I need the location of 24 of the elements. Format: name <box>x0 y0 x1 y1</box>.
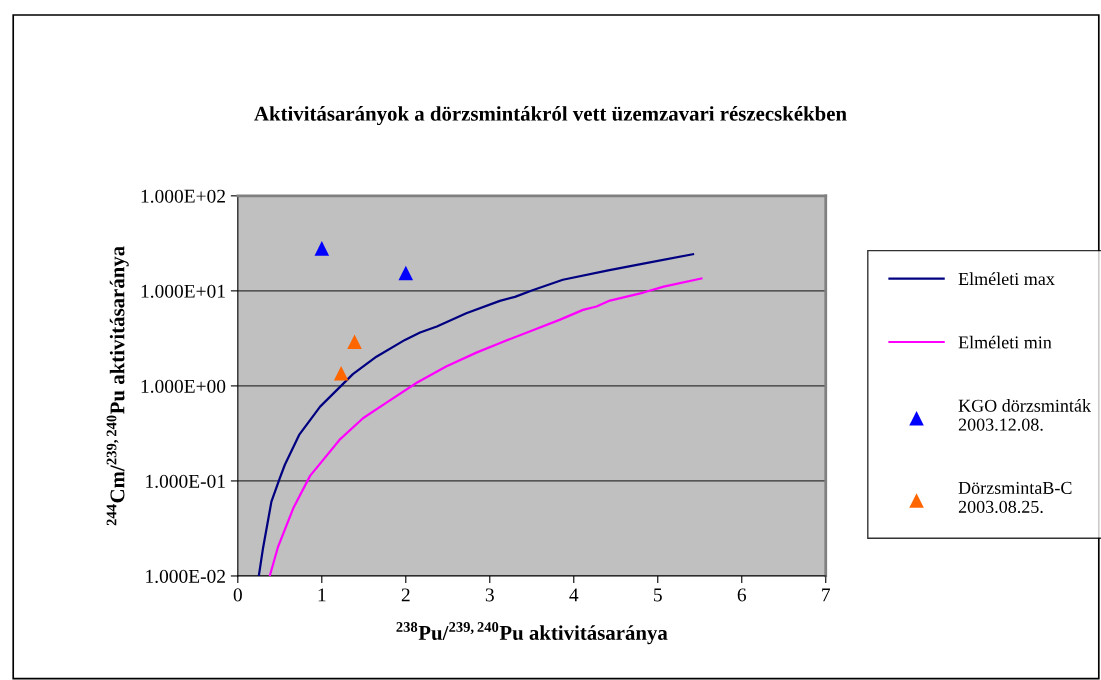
y-tick-label: 1.000E+00 <box>141 379 226 393</box>
x-tick-label: 1 <box>318 588 326 602</box>
point <box>347 334 362 349</box>
x-tick-label: 7 <box>822 588 831 602</box>
legend-label: Elméleti max <box>958 272 1055 286</box>
point <box>314 241 330 256</box>
y-tick-label: 1.000E-02 <box>146 569 225 583</box>
y-tick-label: 1.000E-01 <box>146 474 225 488</box>
chart-title: Aktivitásarányok a dörzsmintákról vett üzemzavari részecskékben <box>254 106 847 126</box>
y-tick-label: 1.000E+02 <box>141 189 225 203</box>
y-axis-title: $^{244}$Cm/$^{239,240}$Pu aktivitásaránya <box>106 246 129 526</box>
point <box>398 265 414 281</box>
x-tick-label: 3 <box>485 588 494 602</box>
legend-label: KGO dörzsminták 2003.12.08. <box>958 399 1091 431</box>
x-tick-label: 6 <box>737 588 747 602</box>
x-tick-label: 2 <box>401 588 410 602</box>
legend-label: DörzsmintaB-C 2003.08.25. <box>958 481 1072 513</box>
point <box>333 365 349 381</box>
x-tick-label: 0 <box>233 588 242 602</box>
x-axis-title: $^{238}$Pu/$^{239,240}$Pu aktivitásaránya <box>396 622 668 645</box>
x-tick-label: 5 <box>654 588 662 602</box>
legend-label: Elméleti min <box>958 335 1052 349</box>
x-tick-label: 4 <box>569 588 579 602</box>
y-tick-label: 1.000E+01 <box>141 284 225 298</box>
